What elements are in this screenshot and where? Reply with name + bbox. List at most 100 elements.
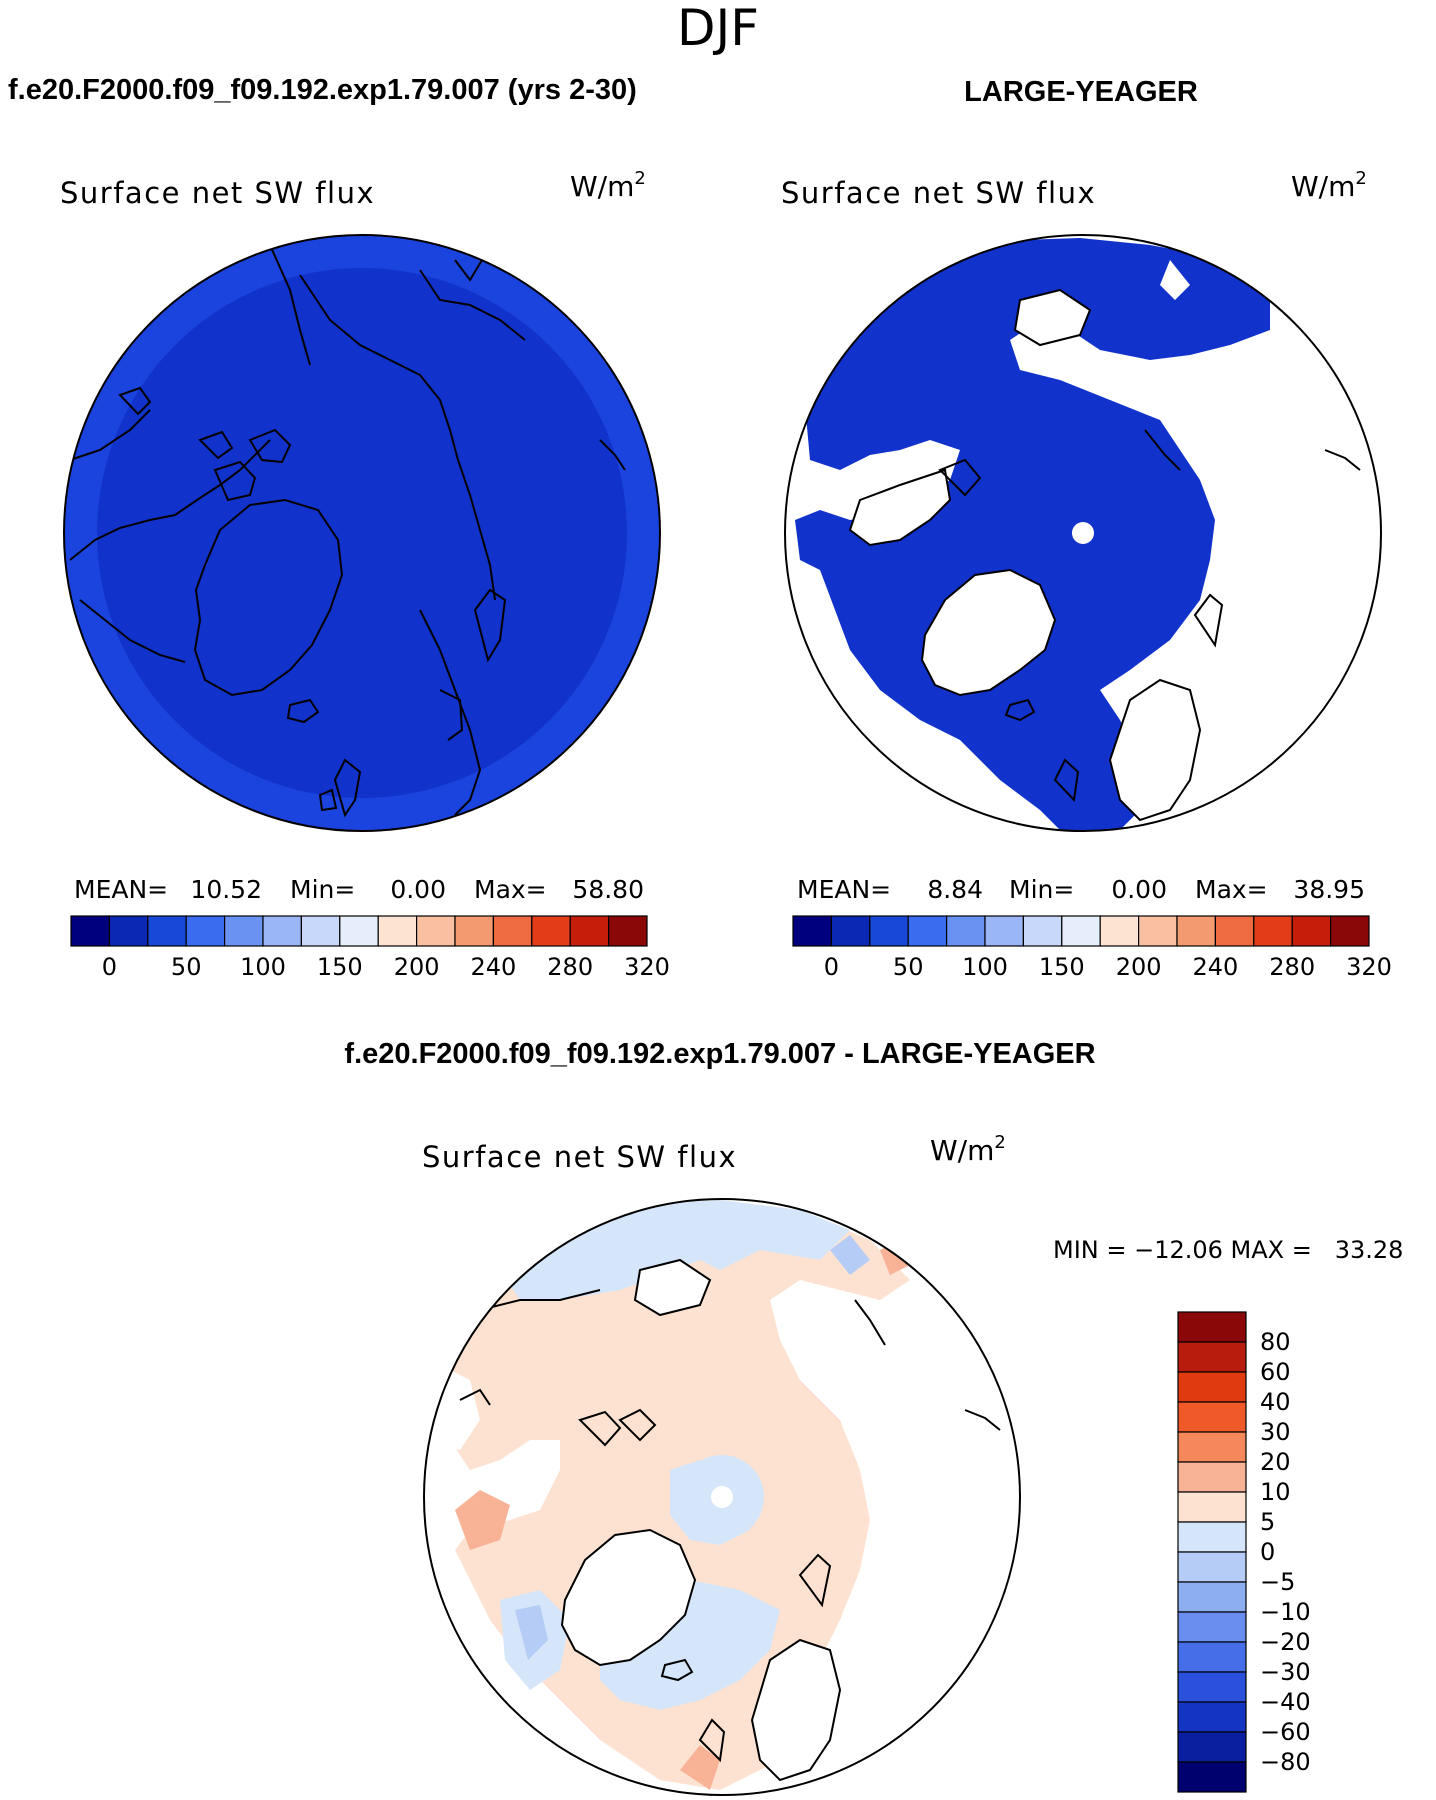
colorbar-swatch [454,915,495,947]
colorbar-tick-label: −40 [1260,1688,1311,1716]
interior-field [97,268,627,798]
map-boundary [784,234,1382,832]
colorbar-tick-label: 200 [394,953,440,981]
colorbar-swatch [1177,1611,1247,1643]
colorbar-swatch [1177,1701,1247,1733]
colorbar-swatch [1137,915,1178,947]
colorbar-tick-label: 100 [240,953,286,981]
colorbar-swatch [108,915,149,947]
colorbar-tick-label: 0 [1260,1538,1275,1566]
panel-model: f.e20.F2000.f09_f09.192.exp1.79.007 (yrs… [8,74,670,981]
colorbar-swatch [1177,1311,1247,1343]
colorbar-swatch [792,915,833,947]
colorbar-swatch [1177,1401,1247,1433]
panel-model-stats: MEAN= 10.52 Min= 0.00 Max= 58.80 [74,875,644,904]
colorbar-tick-label: 320 [624,953,670,981]
colorbar-tick-label: −80 [1260,1748,1311,1776]
colorbar-swatch [1061,915,1101,947]
colorbar-tick-label: 150 [1039,953,1085,981]
colorbar-swatch [1022,915,1063,947]
colorbar-swatch [1329,915,1370,947]
colorbar-swatch [830,915,871,947]
panel-obs-map-title: Surface net SW flux [781,176,1096,210]
colorbar-swatch [531,915,571,947]
colorbar-tick-label: 10 [1260,1478,1291,1506]
colorbar-swatch [1177,1641,1247,1673]
colorbar-swatch [185,915,226,947]
colorbar-tick-label: 280 [1269,953,1315,981]
panel-diff-map-title: Surface net SW flux [422,1140,737,1174]
colorbar-tick-label: 200 [1116,953,1162,981]
colorbar-swatch [1177,1551,1247,1583]
colorbar-obs: 0 50 100 150 200 240 280 320 [792,915,1392,981]
colorbar-swatch [569,915,610,947]
colorbar-tick-label: 80 [1260,1328,1291,1356]
max-value: 38.95 [1293,875,1365,904]
colorbar-tick-label: 100 [962,953,1008,981]
colorbar-swatch [1177,1371,1247,1403]
map-boundary [63,234,661,832]
colorbar-tick-label: 240 [1192,953,1238,981]
ocean-field [795,238,1270,830]
colorbar-swatch [262,915,303,947]
panel-obs-units: W/m2 [1291,168,1367,203]
colorbar-swatch [984,915,1025,947]
colorbar-swatch [1253,915,1293,947]
colorbar-swatch [607,915,648,947]
min-value: 0.00 [1111,875,1167,904]
max-label: Max= [1195,875,1268,904]
max-value: 58.80 [572,875,644,904]
mean-label: MEAN= [74,875,168,904]
panel-model-units: W/m2 [570,168,646,203]
colorbar-tick-label: 50 [893,953,924,981]
colorbar-tick-label: 150 [317,953,363,981]
panel-obs-heading: LARGE-YEAGER [964,76,1198,108]
colorbar-swatch [1177,1671,1247,1703]
colorbar-swatch [377,915,418,947]
map-boundary [423,1198,1021,1796]
polar-map-diff [423,1198,1021,1796]
colorbar-tick-label: 20 [1260,1448,1291,1476]
colorbar-swatch [300,915,341,947]
diff-minmax: MIN = −12.06 MAX = 33.28 [1053,1236,1403,1264]
colorbar-swatch [1177,1521,1247,1553]
colorbar-swatch [1177,1581,1247,1613]
panel-obs: LARGE-YEAGER Surface net SW flux W/m2 [781,76,1392,981]
coastlines [848,288,1361,822]
page-title: DJF [677,0,759,57]
colorbar-tick-label: −30 [1260,1658,1311,1686]
colorbar-swatch [1177,1731,1247,1763]
panel-obs-stats: MEAN= 8.84 Min= 0.00 Max= 38.95 [797,875,1365,904]
colorbar-tick-label: −5 [1260,1568,1295,1596]
colorbar-swatch [1176,915,1217,947]
colorbar-swatch [945,915,986,947]
min-value: 0.00 [390,875,446,904]
colorbar-swatch [70,915,111,947]
colorbar-swatch [869,915,909,947]
colorbar-swatch [224,915,264,947]
colorbar-tick-label: −10 [1260,1598,1311,1626]
colorbar-swatch [1291,915,1332,947]
panel-diff-heading: f.e20.F2000.f09_f09.192.exp1.79.007 - LA… [344,1038,1095,1070]
max-label: Max= [474,875,547,904]
colorbar-tick-label: 280 [547,953,593,981]
colorbar-swatch [1099,915,1140,947]
colorbar-tick-label: 5 [1260,1508,1275,1536]
colorbar-swatch [339,915,379,947]
coastlines [69,244,626,818]
panel-diff: f.e20.F2000.f09_f09.192.exp1.79.007 - LA… [344,1038,1403,1796]
colorbar-tick-label: −60 [1260,1718,1311,1746]
colorbar-swatch [1214,915,1255,947]
mean-label: MEAN= [797,875,891,904]
pole-hole [711,1486,733,1508]
colorbar-tick-label: 0 [102,953,117,981]
polar-map-model [63,234,661,832]
colorbar-swatch [1177,1431,1247,1463]
colorbar-model: 0 50 100 150 200 240 280 320 [70,915,670,981]
min-label: Min= [1009,875,1074,904]
colorbar-tick-label: 50 [171,953,202,981]
colorbar-tick-label: 30 [1260,1418,1291,1446]
colorbar-tick-label: −20 [1260,1628,1311,1656]
